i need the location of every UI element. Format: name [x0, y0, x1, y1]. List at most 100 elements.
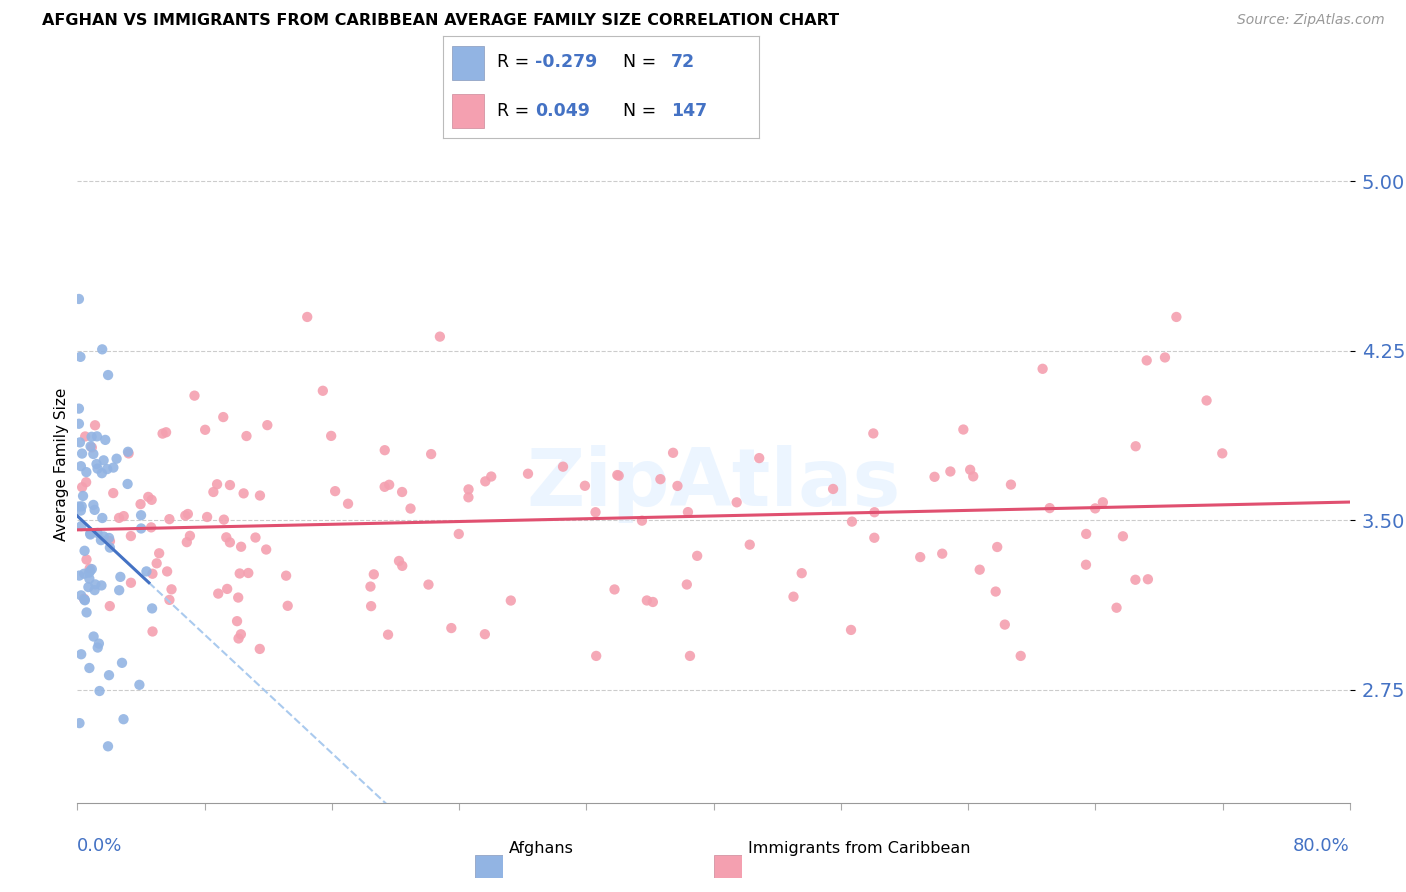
Point — [67, 417, 90, 431]
Point — [117, 444, 139, 458]
Point — [129, 497, 152, 511]
Point — [994, 617, 1017, 632]
Point — [606, 468, 628, 483]
Point — [195, 510, 218, 524]
Point — [70, 519, 93, 533]
Point — [141, 601, 163, 615]
Point — [1136, 353, 1159, 368]
Text: ZipAtlas: ZipAtlas — [526, 445, 901, 524]
Point — [141, 520, 163, 534]
Point — [457, 491, 479, 505]
Point — [67, 292, 90, 306]
Point — [666, 479, 689, 493]
Point — [931, 547, 953, 561]
Point — [82, 498, 104, 512]
Point — [650, 472, 672, 486]
Point — [86, 457, 108, 471]
Point — [1032, 361, 1054, 376]
Point — [839, 623, 862, 637]
Point — [70, 446, 93, 460]
Point — [585, 505, 607, 519]
Text: 72: 72 — [671, 53, 695, 70]
Point — [84, 418, 107, 433]
Point — [98, 668, 121, 682]
Point — [83, 630, 105, 644]
Point — [226, 614, 249, 628]
Point — [790, 566, 813, 581]
Point — [70, 647, 93, 661]
Point — [93, 453, 115, 467]
Point — [229, 627, 252, 641]
Point — [112, 509, 135, 524]
Text: R =: R = — [496, 53, 529, 70]
Point — [86, 461, 108, 475]
Point — [108, 511, 131, 525]
Point — [474, 475, 496, 489]
Text: N =: N = — [623, 102, 657, 120]
Point — [959, 463, 981, 477]
Point — [202, 485, 225, 500]
Point — [679, 648, 702, 663]
Point — [631, 514, 654, 528]
Point — [90, 533, 112, 548]
Point — [984, 584, 1007, 599]
Point — [82, 447, 104, 461]
Point — [67, 401, 90, 416]
Point — [73, 592, 96, 607]
Point — [155, 425, 177, 440]
Point — [69, 350, 91, 364]
Point — [228, 632, 250, 646]
Point — [256, 418, 278, 433]
Point — [551, 459, 574, 474]
Point — [70, 459, 93, 474]
Point — [607, 468, 630, 483]
Point — [135, 565, 157, 579]
Point — [97, 368, 120, 382]
Text: 0.0%: 0.0% — [77, 837, 122, 855]
Point — [117, 477, 139, 491]
Point — [105, 451, 128, 466]
Point — [219, 478, 242, 492]
Point — [67, 500, 90, 514]
Point — [73, 591, 96, 606]
Point — [176, 535, 198, 549]
Text: 80.0%: 80.0% — [1294, 837, 1350, 855]
Point — [70, 480, 93, 494]
Point — [675, 577, 697, 591]
Point — [80, 441, 103, 455]
Point — [179, 529, 201, 543]
Point — [141, 624, 163, 639]
Point — [72, 489, 94, 503]
Point — [156, 565, 179, 579]
Point — [254, 542, 277, 557]
Point — [474, 627, 496, 641]
Point — [312, 384, 335, 398]
Point — [662, 446, 685, 460]
Point — [89, 684, 111, 698]
Point — [73, 593, 96, 607]
Point — [215, 530, 238, 544]
Point — [73, 566, 96, 581]
Point — [235, 429, 257, 443]
Point — [212, 410, 235, 425]
Point — [117, 446, 139, 460]
Point — [94, 433, 117, 447]
Point — [1125, 439, 1147, 453]
Point — [1105, 600, 1128, 615]
Point — [103, 460, 125, 475]
Point — [177, 507, 200, 521]
Point — [1074, 558, 1097, 572]
Point — [363, 567, 385, 582]
Point — [782, 590, 804, 604]
Point — [69, 716, 91, 731]
Point — [90, 578, 112, 592]
Point — [87, 640, 110, 655]
Point — [79, 561, 101, 575]
Point — [238, 566, 260, 580]
Point — [67, 568, 90, 582]
Point — [986, 540, 1008, 554]
Point — [249, 489, 271, 503]
Point — [120, 529, 142, 543]
Point — [207, 586, 229, 600]
Point — [1076, 527, 1098, 541]
